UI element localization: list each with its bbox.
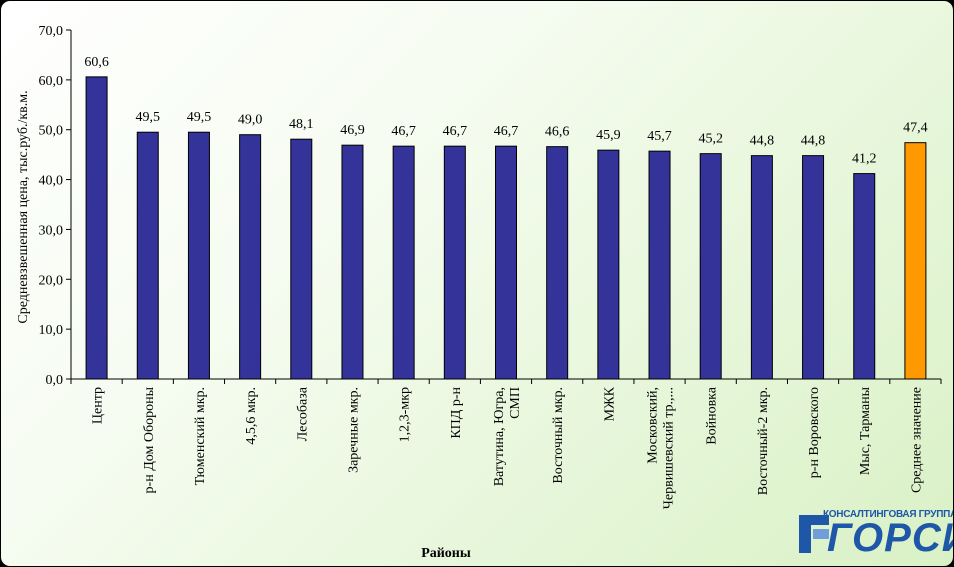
bar [85, 76, 108, 380]
y-tick-label: 30,0 [39, 223, 64, 238]
bar [392, 145, 415, 380]
category-label-line: Центр [91, 387, 106, 424]
gorsi-logo [797, 509, 943, 559]
bar [187, 131, 210, 380]
bar [443, 145, 466, 380]
x-axis-title: Районы [421, 546, 471, 561]
category-label: МЖК [602, 386, 617, 421]
bar [648, 150, 671, 380]
y-tick-label: 40,0 [39, 174, 64, 189]
category-label: р-н Дом Обороны [142, 386, 157, 493]
logo-caption: КОНСАЛТИНГОВАЯ ГРУППА [823, 509, 954, 520]
category-label-line: Лесобаза [295, 386, 310, 441]
data-label: 45,7 [647, 129, 672, 144]
bar [853, 173, 876, 380]
data-label: 44,8 [801, 134, 826, 149]
data-label: 46,7 [443, 124, 468, 139]
bar [904, 142, 927, 380]
data-label: 46,6 [545, 125, 570, 140]
category-label: Войновка [705, 386, 720, 445]
category-label: Лесобаза [295, 386, 310, 441]
category-label-line: р-н Дом Обороны [142, 386, 157, 493]
data-label: 44,8 [750, 134, 775, 149]
category-label-line: МЖК [602, 386, 617, 421]
data-label: 49,5 [136, 110, 161, 125]
bar [699, 153, 722, 380]
bar [597, 149, 620, 380]
data-label: 46,7 [494, 124, 519, 139]
data-label: 49,5 [187, 110, 212, 125]
category-label-line: Ватутина, Югра, [492, 387, 507, 486]
category-label-line: Мыс, Тарманы [858, 386, 873, 475]
y-tick-label: 20,0 [39, 273, 64, 288]
category-label: 1,2,3-мкр [398, 387, 413, 442]
category-label-line: Восточный-2 мкр. [756, 387, 771, 495]
bar [239, 134, 262, 380]
logo-wordmark: ГОРСИ [827, 516, 953, 560]
category-label-line: р-н Воровского [807, 387, 822, 478]
category-label: Заречные мкр. [346, 387, 361, 473]
y-tick-label: 10,0 [39, 323, 64, 338]
category-label: Тюменский мкр. [193, 387, 208, 485]
category-label: 4,5,6 мкр. [244, 387, 259, 445]
data-label: 41,2 [852, 152, 877, 167]
y-tick-label: 70,0 [39, 24, 64, 39]
category-label: Ватутина, Югра, СМП [492, 387, 523, 486]
category-label: Центр [91, 387, 106, 424]
bar [802, 155, 825, 380]
category-label: Восточный-2 мкр. [756, 387, 771, 495]
data-label: 48,1 [289, 117, 314, 132]
data-label: 46,7 [391, 124, 416, 139]
data-label: 45,9 [596, 128, 621, 143]
category-label-line: Среднее значение [909, 387, 924, 493]
category-label-line: КПД р-н [449, 386, 464, 438]
bar [136, 131, 159, 380]
bar [341, 144, 364, 380]
category-label-line: 4,5,6 мкр. [244, 387, 259, 445]
category-label: Среднее значение [909, 387, 924, 493]
category-label-line: Войновка [705, 386, 720, 445]
category-label-line: Тюменский мкр. [193, 387, 208, 485]
data-label: 47,4 [903, 121, 928, 136]
bar [750, 155, 773, 380]
y-axis-title: Средневзвешенная цена, тыс.руб./кв.м. [16, 90, 31, 323]
data-label: 49,0 [238, 113, 263, 128]
category-label: Мыс, Тарманы [858, 386, 873, 475]
category-label: р-н Воровского [807, 387, 822, 478]
bar [546, 146, 569, 380]
bar [495, 145, 517, 380]
y-tick-label: 0,0 [46, 373, 64, 388]
logo-mark-icon [799, 515, 829, 553]
y-tick-label: 50,0 [39, 124, 64, 139]
category-label-line: 1,2,3-мкр [398, 387, 413, 442]
category-label: КПД р-н [449, 386, 464, 438]
category-label: Восточный мкр. [551, 387, 566, 484]
category-label-line: Восточный мкр. [551, 387, 566, 484]
data-label: 45,2 [698, 132, 723, 147]
data-label: 60,6 [84, 55, 109, 70]
y-tick-label: 60,0 [39, 74, 64, 89]
category-label-line: Заречные мкр. [346, 387, 361, 473]
bar [290, 138, 313, 380]
category-label-line: Московский, [646, 387, 661, 464]
data-label: 46,9 [340, 123, 365, 138]
category-label: Московский, Червишевский тр.,... [646, 387, 677, 509]
category-label-line: СМП [508, 387, 523, 419]
category-label-line: Червишевский тр.,... [662, 387, 677, 509]
